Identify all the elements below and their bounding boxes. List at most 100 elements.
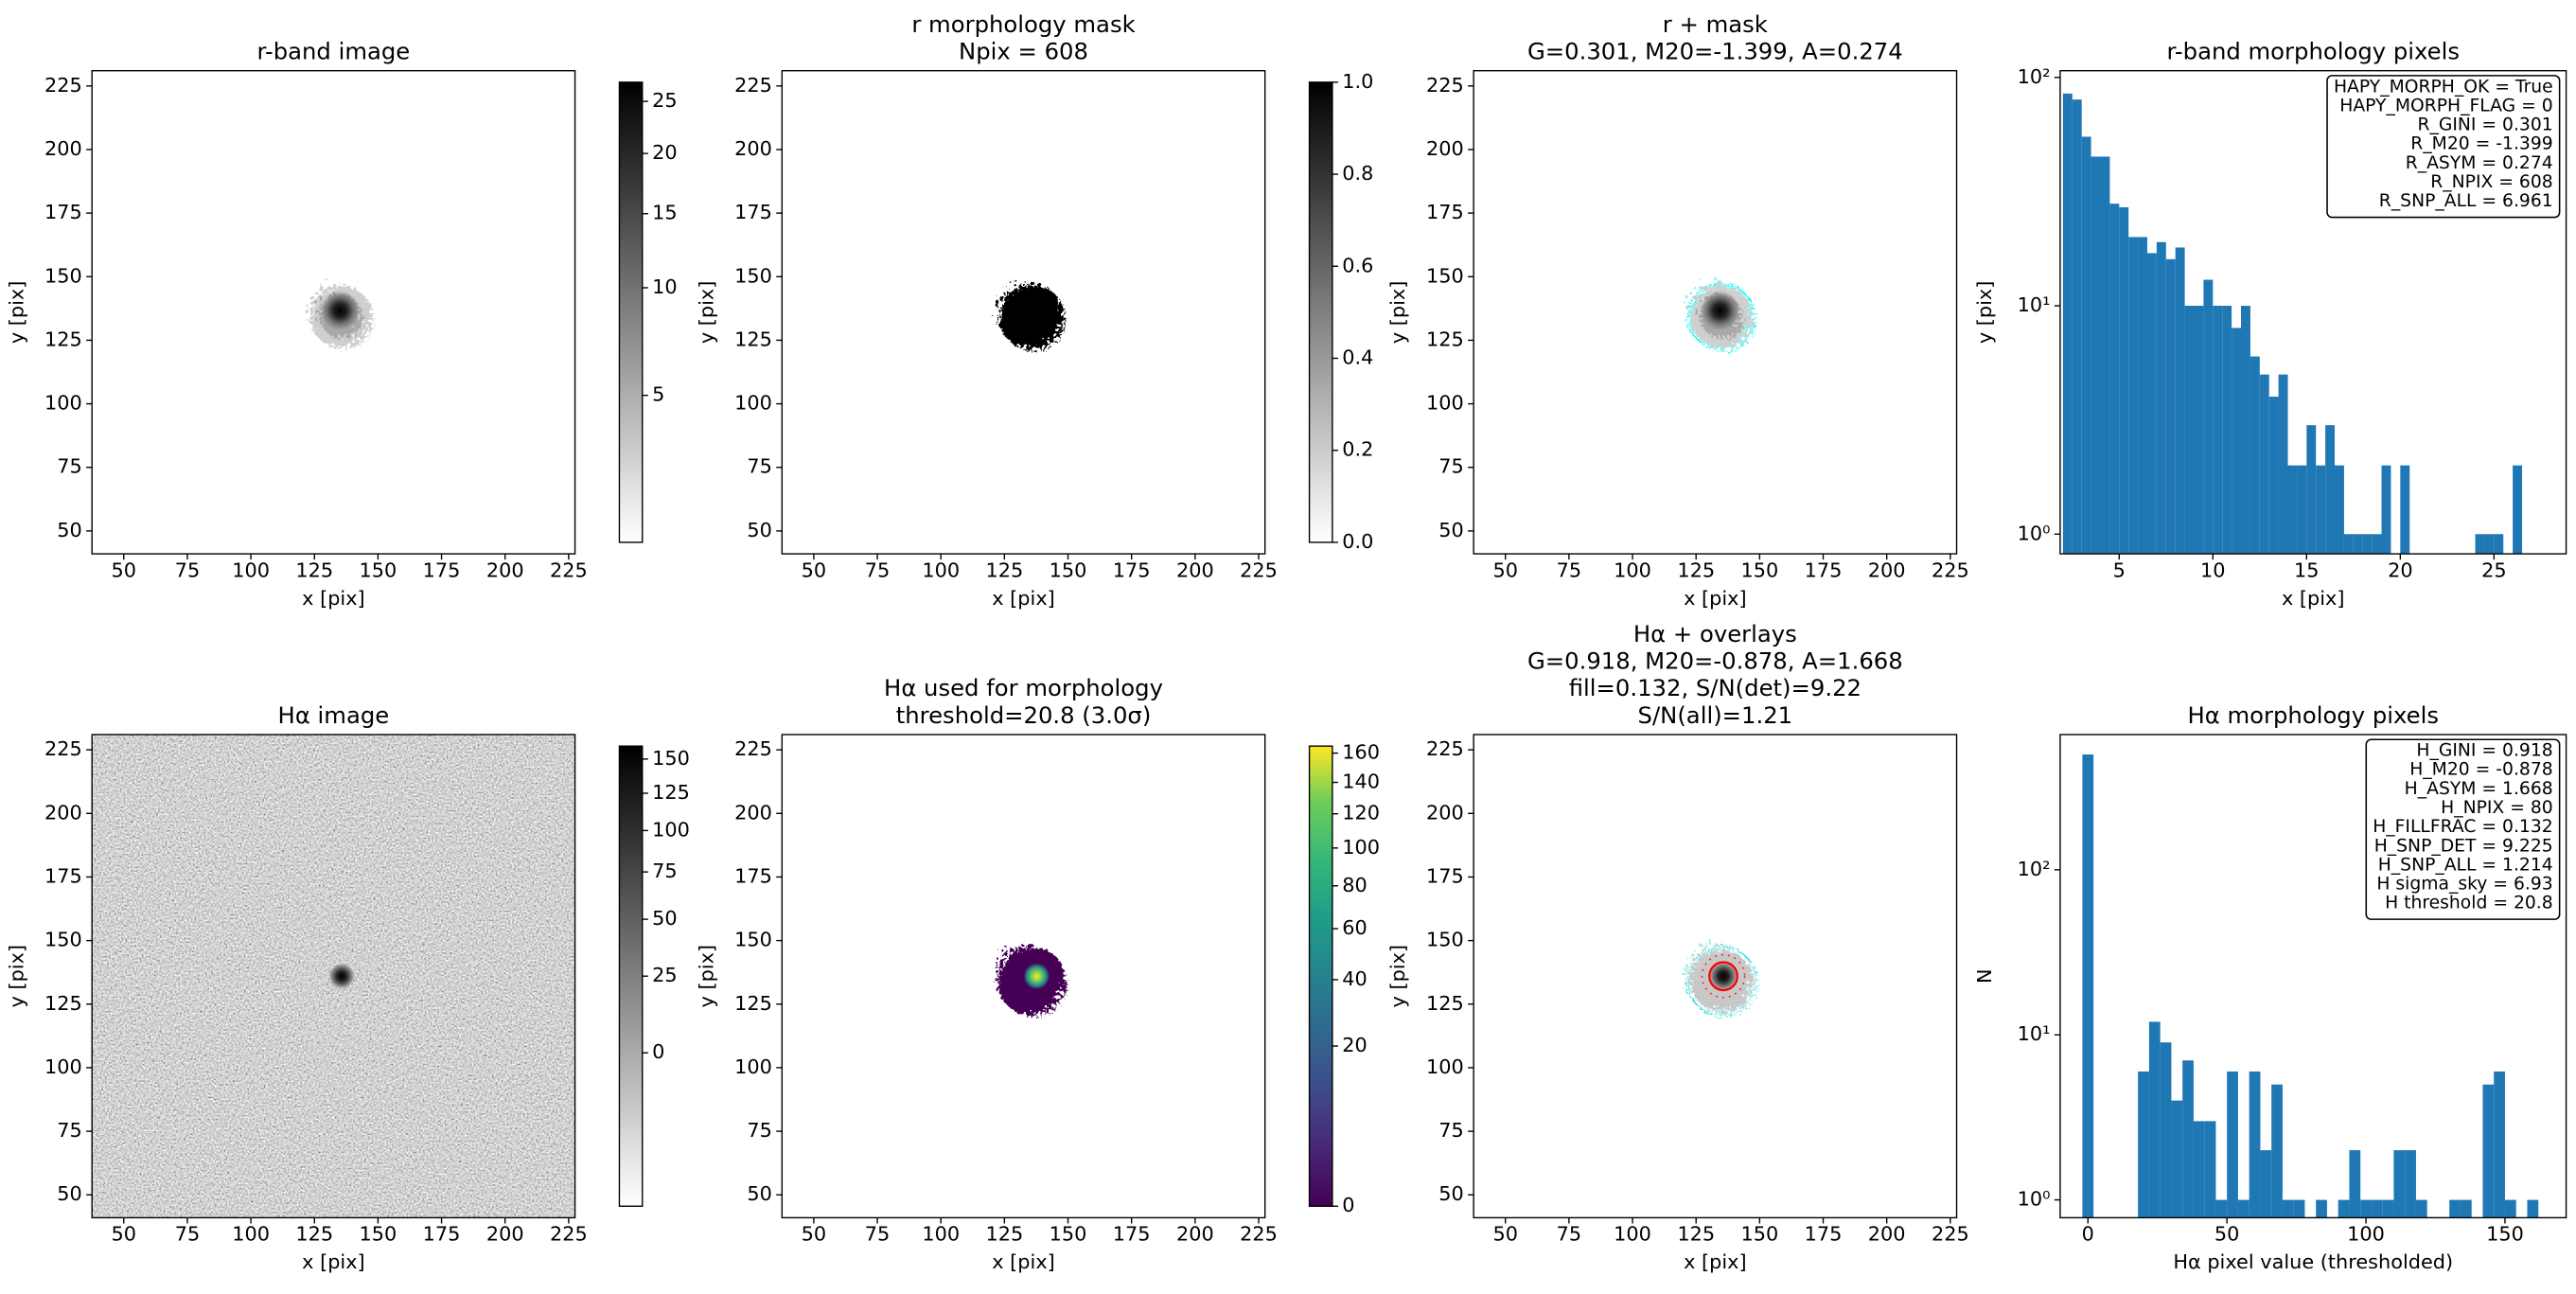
y-tick-label: 50: [57, 1182, 82, 1205]
bar: [2072, 99, 2082, 555]
bar: [2271, 1084, 2283, 1218]
x-tick-label: 200: [1176, 1223, 1214, 1246]
y-axis-label: N: [1973, 968, 1996, 984]
annotation-text: H threshold = 20.8: [2385, 894, 2553, 913]
panel-title: Hα + overlays: [1633, 620, 1797, 647]
bar: [2393, 1150, 2406, 1218]
y-tick-label: 175: [44, 201, 82, 223]
y-tick-label: 150: [44, 264, 82, 287]
x-tick-label: 225: [1932, 1223, 1969, 1246]
bar: [2222, 306, 2232, 555]
x-tick-label: 175: [423, 558, 461, 581]
colorbar-tick-label: 80: [1342, 874, 1367, 896]
y-tick-label: 225: [734, 737, 772, 760]
x-tick-label: 100: [922, 1223, 960, 1246]
colorbar-tick-label: 125: [652, 781, 690, 804]
x-tick-label: 10: [2200, 558, 2226, 581]
y-tick-label: 150: [734, 929, 772, 951]
x-axis-label: x [pix]: [302, 587, 365, 610]
colorbar-tick-label: 1.0: [1342, 70, 1373, 93]
colorbar-tick-label: 25: [652, 964, 678, 986]
x-tick-label: 225: [550, 1223, 588, 1246]
x-tick-label: 150: [360, 1223, 397, 1246]
axes-frame: [1473, 70, 1958, 555]
halpha-morph-image: [992, 941, 1062, 1011]
bar: [2353, 534, 2363, 555]
bar: [2138, 237, 2147, 555]
bar: [2250, 356, 2260, 555]
bar: [2203, 279, 2214, 555]
y-tick-label: 175: [1426, 201, 1464, 223]
x-tick-label: 150: [2486, 1223, 2524, 1246]
x-tick-label: 175: [1113, 1223, 1151, 1246]
x-tick-label: 100: [232, 558, 270, 581]
halpha-overlay: [1681, 940, 1753, 1012]
x-tick-label: 100: [1614, 558, 1651, 581]
axes-frame: [91, 734, 576, 1219]
colorbar-tick-label: 60: [1342, 916, 1367, 939]
bar: [2316, 1199, 2327, 1218]
colorbar-tick-label: 0.0: [1342, 530, 1373, 553]
x-tick-label: 200: [1868, 1223, 1906, 1246]
annotation-frame: [2365, 738, 2561, 920]
x-tick-label: 125: [295, 558, 333, 581]
panel-title: r-band morphology pixels: [2166, 38, 2460, 65]
bar: [2156, 241, 2166, 555]
x-tick-label: 150: [1050, 1223, 1087, 1246]
bar: [2306, 425, 2317, 555]
x-tick-label: 20: [2388, 558, 2413, 581]
y-tick-label: 200: [734, 137, 772, 160]
bar: [2460, 1199, 2472, 1218]
x-tick-label: 175: [1805, 1223, 1843, 1246]
bar: [2160, 1042, 2172, 1218]
bar: [2360, 1199, 2372, 1218]
y-tick-label: 175: [734, 201, 772, 223]
y-axis-label: y [pix]: [1386, 945, 1409, 1008]
colorbar: [618, 81, 644, 543]
x-tick-label: 75: [1557, 558, 1582, 581]
x-tick-label: 225: [1240, 1223, 1278, 1246]
y-tick-label: 75: [1438, 1119, 1464, 1142]
annotation-text: H_SNP_ALL = 1.214: [2378, 855, 2553, 875]
axes-frame: [1473, 734, 1958, 1219]
mask-image: [994, 279, 1060, 346]
bar: [2287, 465, 2298, 555]
y-tick-label: 200: [44, 137, 82, 160]
colorbar-tick-label: 100: [1342, 836, 1380, 859]
bar: [2475, 534, 2485, 555]
x-tick-label: 125: [985, 1223, 1023, 1246]
y-axis-label: y [pix]: [5, 281, 27, 345]
y-tick-label: 10²: [2018, 65, 2051, 88]
x-axis-label: x [pix]: [2282, 587, 2345, 610]
bar: [2204, 1121, 2216, 1218]
bar: [2260, 1150, 2272, 1218]
bar: [2062, 93, 2073, 555]
annotation-text: H_FILLFRAC = 0.132: [2373, 817, 2552, 837]
bar: [2343, 534, 2354, 555]
bar: [2109, 204, 2120, 555]
bar: [2400, 465, 2410, 555]
y-tick-label: 125: [734, 992, 772, 1015]
x-tick-label: 50: [802, 1223, 827, 1246]
panel-title: G=0.301, M20=-1.399, A=0.274: [1527, 38, 1903, 65]
y-tick-label: 50: [747, 1182, 772, 1205]
r-mask-overlay: [1683, 278, 1751, 346]
bar: [2249, 1071, 2261, 1218]
axes-frame: [781, 70, 1266, 555]
bar: [2184, 306, 2195, 555]
bar: [2259, 374, 2269, 555]
bar: [2268, 397, 2279, 555]
bar: [2227, 1071, 2238, 1218]
colorbar-tick-label: 75: [652, 860, 678, 882]
colorbar: [1308, 81, 1333, 543]
bar: [2165, 258, 2176, 555]
x-axis-label: x [pix]: [1684, 1250, 1747, 1273]
annotation-text: H_ASYM = 1.668: [2405, 779, 2553, 799]
panel-title: Npix = 608: [959, 38, 1088, 65]
y-tick-label: 125: [734, 328, 772, 350]
bar: [2335, 465, 2344, 555]
y-tick-label: 100: [1426, 392, 1464, 415]
bar: [2449, 1199, 2461, 1218]
colorbar-tick-label: 0.2: [1342, 438, 1373, 461]
bar: [2338, 1199, 2350, 1218]
